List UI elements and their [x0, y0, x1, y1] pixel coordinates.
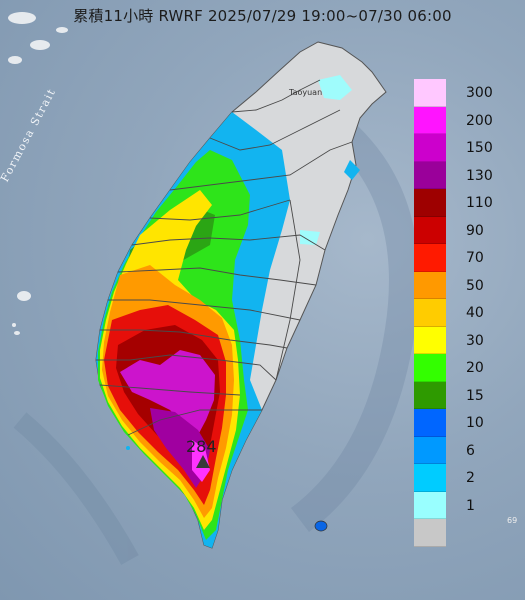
legend-swatch: [414, 326, 446, 354]
legend-label: 20: [466, 360, 484, 376]
legend-swatch: [414, 244, 446, 272]
legend-label: 40: [466, 305, 484, 321]
rain-northeast: [300, 75, 360, 245]
legend-label: 10: [466, 415, 484, 431]
green-island: [126, 446, 328, 532]
legend-swatch: [414, 134, 446, 162]
legend-swatch: [414, 106, 446, 134]
legend-swatch: [414, 436, 446, 464]
legend-swatch: [414, 491, 446, 519]
max-rainfall-label: 284: [186, 437, 217, 456]
legend-swatch: [414, 189, 446, 217]
city-label: Taoyuan: [289, 88, 323, 97]
legend-label: 90: [466, 222, 484, 239]
legend-colorbar: [414, 79, 446, 547]
legend-swatch: [414, 271, 446, 299]
legend-label: 300: [466, 85, 493, 101]
legend-label: 2: [466, 470, 475, 486]
rain-band-magenta: [120, 350, 215, 435]
legend-label: 110: [466, 195, 493, 211]
legend-label: 130: [466, 167, 493, 184]
offshore-islands: [8, 12, 68, 335]
legend-label: 70: [466, 250, 484, 266]
legend-swatch: [414, 519, 446, 547]
legend-swatch: [414, 354, 446, 382]
legend-label: 6: [466, 442, 475, 459]
max-rainfall-marker: [196, 455, 210, 468]
legend-swatch: [414, 161, 446, 189]
legend-swatch: [414, 299, 446, 327]
legend-label: 1: [466, 497, 475, 514]
legend-swatch: [414, 409, 446, 437]
legend-swatch: [414, 79, 446, 107]
legend-label: 15: [466, 387, 484, 404]
county-boundaries: [96, 79, 353, 436]
ocean-relief: [13, 118, 419, 565]
corner-label: 69: [507, 516, 518, 525]
legend-swatch: [414, 464, 446, 492]
legend-label: 30: [466, 332, 484, 349]
legend-swatch: [414, 216, 446, 244]
legend-label: 50: [466, 277, 484, 294]
legend-label: 150: [466, 140, 493, 156]
map-title: 累積11小時 RWRF 2025/07/29 19:00~07/30 06:00: [73, 7, 452, 25]
legend-label: 200: [466, 112, 493, 129]
legend-swatch: [414, 381, 446, 409]
